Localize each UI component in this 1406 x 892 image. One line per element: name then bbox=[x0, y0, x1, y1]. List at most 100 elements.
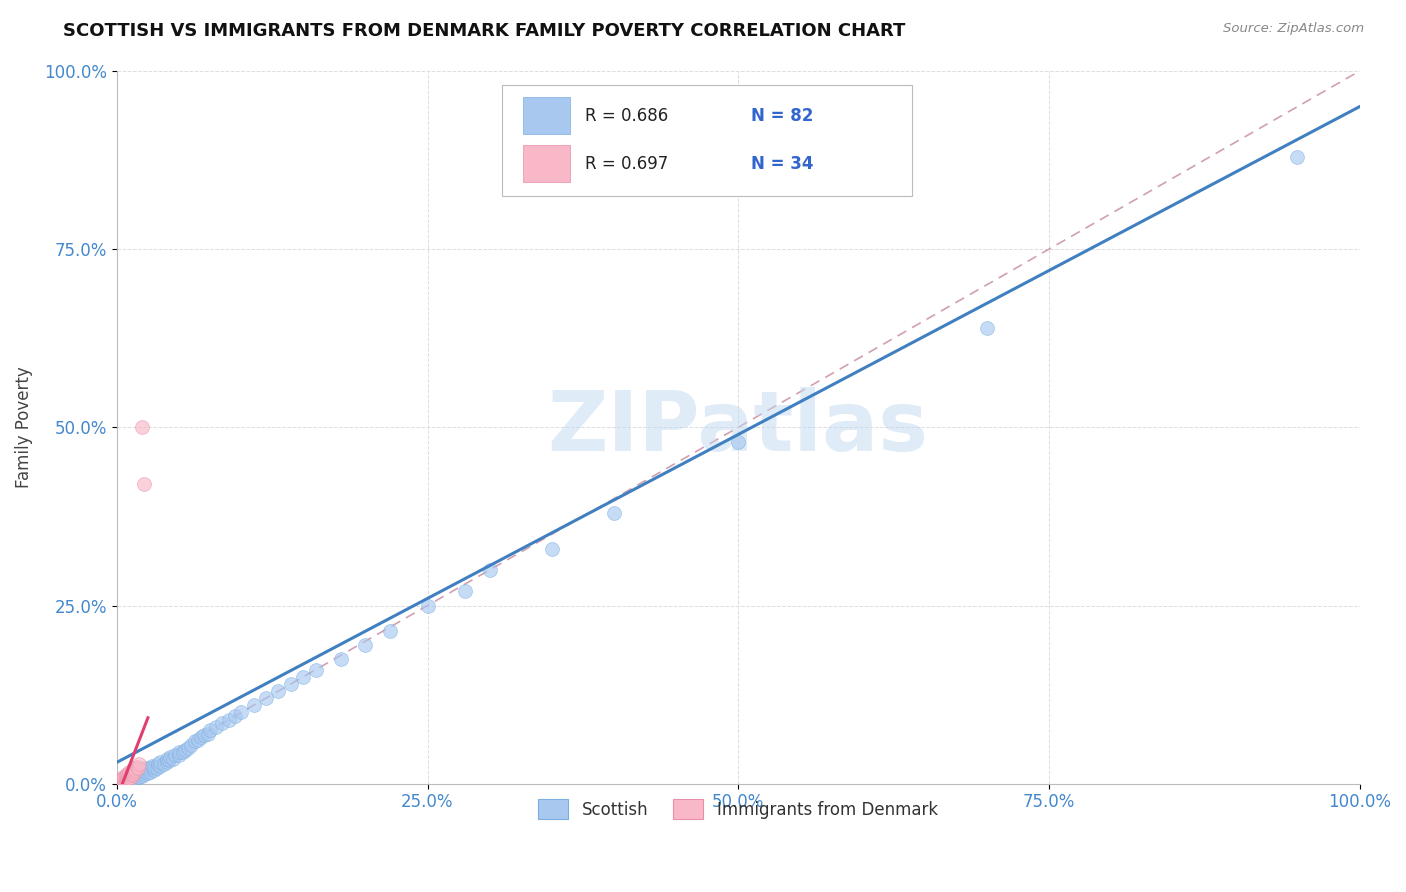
Point bbox=[121, 768, 143, 782]
Point bbox=[218, 713, 240, 727]
Point bbox=[143, 759, 166, 773]
Point bbox=[254, 691, 277, 706]
Point bbox=[128, 764, 150, 779]
Point bbox=[117, 772, 139, 786]
Point bbox=[139, 764, 162, 779]
Point bbox=[155, 756, 177, 770]
Point bbox=[128, 757, 150, 772]
Point bbox=[211, 716, 233, 731]
Point bbox=[122, 761, 145, 775]
Text: N = 82: N = 82 bbox=[751, 107, 813, 125]
Point bbox=[131, 763, 153, 777]
Text: N = 34: N = 34 bbox=[751, 154, 813, 173]
Y-axis label: Family Poverty: Family Poverty bbox=[15, 367, 32, 488]
Legend: Scottish, Immigrants from Denmark: Scottish, Immigrants from Denmark bbox=[531, 793, 945, 825]
Point bbox=[187, 732, 209, 747]
Text: R = 0.686: R = 0.686 bbox=[585, 107, 669, 125]
Point bbox=[118, 773, 141, 788]
Point bbox=[110, 774, 132, 789]
Point bbox=[127, 767, 149, 781]
Point bbox=[117, 768, 139, 782]
Point bbox=[224, 709, 246, 723]
Point bbox=[134, 767, 156, 781]
Point bbox=[110, 773, 132, 788]
Point bbox=[167, 745, 190, 759]
Point bbox=[184, 734, 207, 748]
Point bbox=[128, 766, 150, 780]
Point bbox=[167, 748, 190, 763]
Point bbox=[127, 761, 149, 775]
Text: Source: ZipAtlas.com: Source: ZipAtlas.com bbox=[1223, 22, 1364, 36]
Point bbox=[124, 763, 146, 777]
Point bbox=[134, 764, 156, 778]
Point bbox=[122, 770, 145, 784]
Point bbox=[162, 752, 184, 766]
Point bbox=[115, 774, 138, 789]
Point bbox=[172, 745, 194, 759]
Point bbox=[134, 761, 156, 775]
Point bbox=[111, 773, 134, 788]
Point bbox=[131, 769, 153, 783]
Point bbox=[143, 763, 166, 777]
Point bbox=[267, 684, 290, 698]
Point bbox=[136, 766, 159, 780]
Point bbox=[118, 772, 141, 786]
FancyBboxPatch shape bbox=[523, 145, 571, 182]
Point bbox=[118, 766, 141, 780]
Point bbox=[114, 768, 136, 782]
Point bbox=[174, 742, 197, 756]
FancyBboxPatch shape bbox=[502, 86, 912, 195]
Point bbox=[114, 771, 136, 785]
Point bbox=[727, 434, 749, 449]
Point bbox=[540, 541, 562, 556]
Point bbox=[118, 764, 141, 779]
Point bbox=[193, 728, 215, 742]
Point bbox=[280, 677, 302, 691]
Point bbox=[149, 759, 172, 773]
Point bbox=[112, 773, 135, 788]
Point bbox=[176, 741, 198, 756]
Point bbox=[112, 770, 135, 784]
Point bbox=[134, 477, 156, 491]
Point bbox=[124, 766, 146, 780]
Point bbox=[122, 772, 145, 787]
Point bbox=[136, 763, 159, 777]
Point bbox=[380, 624, 402, 638]
Point bbox=[1286, 150, 1309, 164]
Point bbox=[115, 770, 138, 784]
Point bbox=[112, 774, 135, 789]
Point bbox=[120, 770, 142, 784]
Point bbox=[112, 772, 135, 786]
Point bbox=[120, 766, 142, 780]
Point bbox=[124, 769, 146, 783]
Point bbox=[139, 761, 162, 775]
Point bbox=[112, 773, 135, 788]
Point bbox=[127, 770, 149, 784]
Point bbox=[122, 764, 145, 779]
Point bbox=[159, 749, 181, 764]
Point bbox=[329, 652, 352, 666]
Point bbox=[454, 584, 477, 599]
Point bbox=[292, 670, 315, 684]
Point bbox=[125, 759, 148, 773]
Point bbox=[118, 767, 141, 781]
Point bbox=[122, 763, 145, 777]
Point bbox=[121, 771, 143, 785]
Point bbox=[124, 764, 146, 778]
Point bbox=[141, 759, 163, 773]
Point bbox=[131, 765, 153, 780]
Point bbox=[112, 770, 135, 784]
Point bbox=[229, 706, 252, 720]
Point bbox=[603, 506, 626, 520]
Point bbox=[165, 748, 187, 763]
Point bbox=[122, 766, 145, 780]
Point bbox=[305, 663, 328, 677]
Point bbox=[146, 757, 169, 772]
Point bbox=[118, 770, 141, 784]
Point bbox=[242, 698, 264, 713]
Point bbox=[198, 723, 221, 738]
Point bbox=[114, 773, 136, 788]
Point bbox=[155, 752, 177, 766]
Text: R = 0.697: R = 0.697 bbox=[585, 154, 669, 173]
Point bbox=[478, 563, 501, 577]
